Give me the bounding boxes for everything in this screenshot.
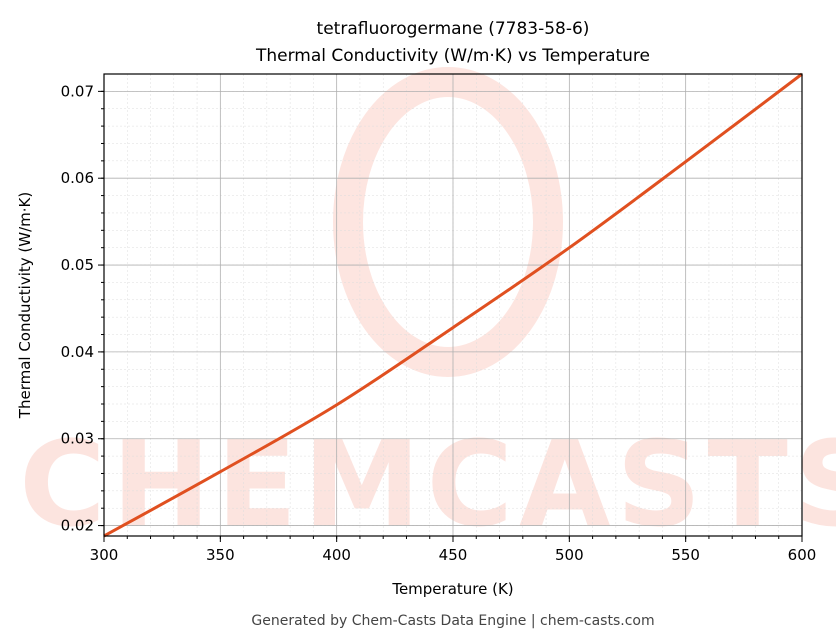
footer: Generated by Chem-Casts Data Engine | ch… bbox=[251, 613, 654, 629]
x-tick-label: 500 bbox=[555, 546, 584, 564]
y-tick-label: 0.03 bbox=[61, 430, 94, 448]
series-line bbox=[103, 72, 803, 538]
y-tick-label: 0.07 bbox=[61, 82, 94, 100]
y-tick-label: 0.04 bbox=[61, 343, 94, 361]
chart-subtitle: Thermal Conductivity (W/m·K) vs Temperat… bbox=[255, 46, 650, 66]
x-tick-label: 450 bbox=[439, 546, 468, 564]
y-tick-label: 0.02 bbox=[61, 517, 94, 535]
chart-title: tetrafluorogermane (7783-58-6) bbox=[317, 19, 590, 39]
svg-text:CHEMCASTS: CHEMCASTS bbox=[19, 415, 836, 553]
y-axis-label: Thermal Conductivity (W/m·K) bbox=[16, 192, 34, 419]
x-tick-label: 600 bbox=[788, 546, 817, 564]
x-axis-label: Temperature (K) bbox=[391, 580, 513, 598]
x-tick-label: 350 bbox=[206, 546, 235, 564]
y-tick-label: 0.05 bbox=[61, 256, 94, 274]
x-tick-label: 400 bbox=[322, 546, 351, 564]
x-tick-label: 550 bbox=[671, 546, 700, 564]
y-tick-label: 0.06 bbox=[61, 169, 94, 187]
watermark: CHEMCASTS bbox=[19, 67, 836, 553]
plot-frame bbox=[103, 73, 803, 537]
x-tick-label: 300 bbox=[90, 546, 119, 564]
